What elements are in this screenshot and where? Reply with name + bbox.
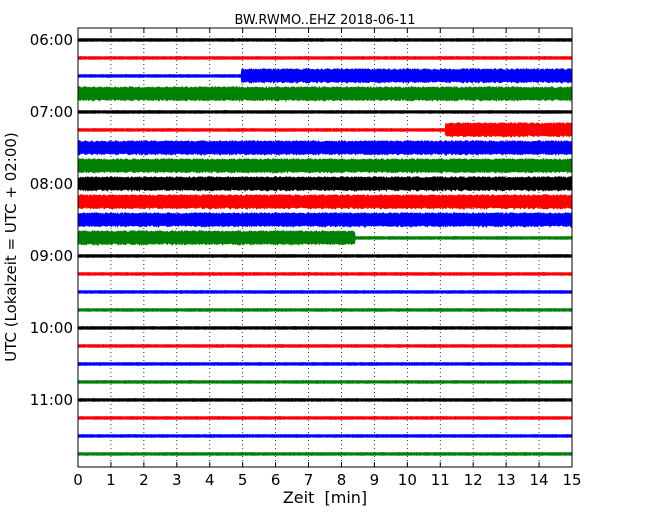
- x-tick-label: 0: [73, 471, 83, 489]
- trace-1015: [77, 343, 573, 348]
- y-tick-label: 08:00: [30, 175, 73, 193]
- x-axis: 0 1 2 3 4 5 6 7 8 9 10 11 12 13 14 15: [73, 28, 582, 489]
- x-tick-label: 11: [431, 471, 450, 489]
- x-tick-label: 4: [205, 471, 215, 489]
- trace-0600: [77, 38, 573, 42]
- trace-1000: [77, 326, 573, 330]
- plot-frame: [77, 27, 573, 468]
- x-tick-label: 10: [398, 471, 417, 489]
- trace-0945: [77, 308, 573, 312]
- trace-0845: [77, 229, 573, 247]
- y-tick-label: 10:00: [30, 319, 73, 337]
- x-tick-label: 6: [271, 471, 281, 489]
- x-tick-label: 13: [497, 471, 516, 489]
- trace-0745: [77, 157, 573, 175]
- x-tick-label: 1: [106, 471, 116, 489]
- y-axis-label: UTC (Lokalzeit = UTC + 02:00): [2, 132, 20, 362]
- trace-0930: [77, 289, 573, 294]
- x-tick-label: 14: [530, 471, 549, 489]
- trace-0800: [77, 175, 573, 193]
- trace-1100: [77, 398, 573, 402]
- trace-0615: [77, 56, 573, 60]
- trace-1130: [77, 434, 573, 438]
- traces: [77, 38, 573, 456]
- chart-title: BW.RWMO..EHZ 2018-06-11: [234, 13, 415, 28]
- trace-1145: [77, 452, 573, 456]
- x-tick-label: 15: [562, 471, 581, 489]
- y-tick-label: 06:00: [30, 31, 73, 49]
- x-axis-label: Zeit [min]: [283, 488, 367, 507]
- trace-1045: [77, 380, 573, 384]
- trace-0900: [77, 254, 573, 258]
- trace-0815: [77, 193, 573, 211]
- trace-1030: [77, 362, 573, 366]
- trace-0700: [77, 110, 573, 114]
- x-tick-label: 5: [238, 471, 248, 489]
- trace-0730: [77, 139, 573, 157]
- trace-0715: [77, 121, 573, 139]
- y-axis: 06:00 07:00 08:00 09:00 10:00 11:00: [30, 31, 572, 409]
- trace-0645: [77, 85, 573, 103]
- trace-0915: [77, 272, 573, 276]
- y-tick-label: 09:00: [30, 247, 73, 265]
- x-tick-label: 12: [464, 471, 483, 489]
- y-tick-label: 11:00: [30, 391, 73, 409]
- x-tick-label: 8: [337, 471, 347, 489]
- trace-0830: [77, 211, 573, 229]
- trace-0630: [77, 67, 573, 85]
- x-tick-label: 7: [304, 471, 314, 489]
- trace-1115: [77, 416, 573, 420]
- y-tick-label: 07:00: [30, 103, 73, 121]
- x-tick-label: 3: [172, 471, 182, 489]
- x-tick-label: 9: [370, 471, 380, 489]
- x-tick-label: 2: [139, 471, 149, 489]
